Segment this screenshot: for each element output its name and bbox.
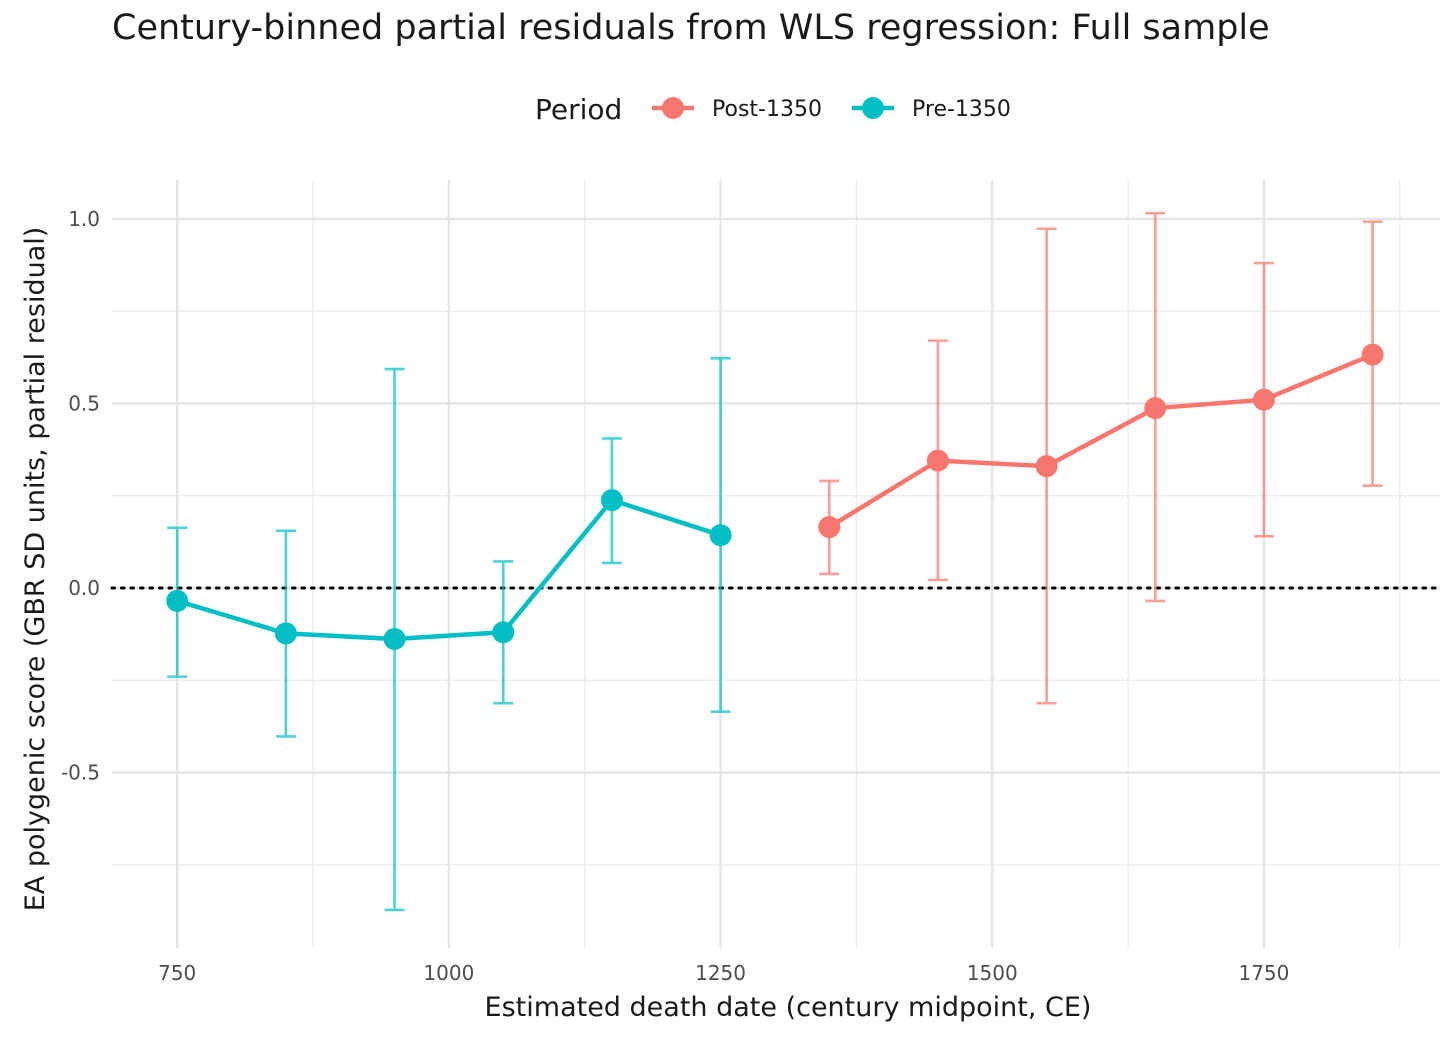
y-tick-label: -0.5 [61, 761, 100, 785]
axis-layer: 750 1000 1250 1500 1750 1.0 0.5 0.0 -0.5 Estimate… [20, 207, 1289, 1023]
legend-key-point [662, 97, 684, 119]
x-axis-title: Estimated death date (century midpoint, … [485, 992, 1092, 1023]
chart-title: Century-binned partial residuals from WL… [112, 8, 1270, 48]
legend-label: Pre-1350 [912, 97, 1011, 122]
legend-key-point [862, 97, 884, 119]
x-tick-label: 1750 [1238, 961, 1289, 985]
series-post-1350 [818, 211, 1384, 705]
series-line [828, 352, 1374, 529]
data-point [1252, 388, 1275, 411]
data-point [1035, 455, 1058, 478]
grid-layer [112, 180, 1440, 948]
y-tick-label: 1.0 [68, 207, 100, 231]
y-tick-label: 0.0 [68, 576, 100, 600]
data-point [1361, 343, 1384, 366]
data-point [600, 489, 623, 512]
data-point [492, 621, 515, 644]
x-tick-label: 750 [158, 961, 196, 985]
data-point [818, 516, 841, 539]
x-tick-label: 1000 [423, 961, 474, 985]
x-tick-label: 1500 [967, 961, 1018, 985]
y-tick-label: 0.5 [68, 391, 100, 415]
legend-key-post-1350 [652, 97, 694, 119]
data-point [709, 524, 732, 547]
data-point [383, 627, 406, 650]
series-pre-1350 [166, 357, 732, 912]
y-axis-title: EA polygenic score (GBR SD units, partia… [20, 227, 51, 912]
legend: Period Post-1350 Pre-1350 [535, 93, 1011, 126]
x-tick-label: 1250 [695, 961, 746, 985]
legend-title: Period [535, 93, 622, 126]
data-point [926, 449, 949, 472]
series-line [176, 497, 722, 642]
data-point [274, 622, 297, 645]
legend-label: Post-1350 [712, 97, 822, 122]
data-point [1144, 397, 1167, 420]
series-layer [166, 211, 1384, 912]
data-point [166, 589, 189, 612]
legend-key-pre-1350 [852, 97, 894, 119]
